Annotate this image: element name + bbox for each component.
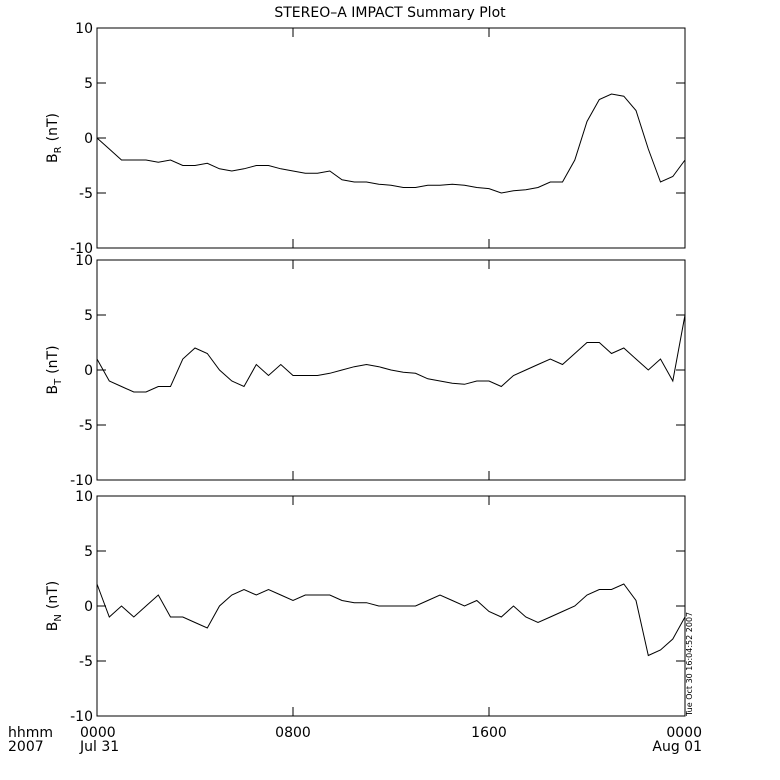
corner-label: hhmm <box>8 725 53 741</box>
y-label-subscript: N <box>53 614 64 621</box>
y-label-subscript: T <box>53 378 64 386</box>
x-tick-label: 0000 <box>80 725 116 741</box>
y-tick-label: 10 <box>75 253 93 269</box>
y-axis-label: BT (nT) <box>45 345 64 394</box>
data-line <box>96 583 686 657</box>
corner-label: 2007 <box>8 739 44 755</box>
x-tick-label: 0000 <box>666 725 702 741</box>
y-tick-label: 5 <box>84 308 93 324</box>
y-tick-label: 10 <box>75 489 93 505</box>
x-tick-label: 1600 <box>471 725 507 741</box>
data-line <box>96 314 686 393</box>
x-tick-label: 0800 <box>275 725 311 741</box>
y-tick-label: 10 <box>75 21 93 37</box>
y-tick-label: 0 <box>84 363 93 379</box>
data-line <box>96 93 686 194</box>
y-axis-label: BR (nT) <box>45 113 64 163</box>
y-label-symbol: B <box>45 622 61 632</box>
plot-title: STEREO–A IMPACT Summary Plot <box>274 5 506 21</box>
y-tick-label: 0 <box>84 131 93 147</box>
y-label-unit: (nT) <box>45 581 61 609</box>
y-label-subscript: R <box>53 146 64 153</box>
x-tick-date: Aug 01 <box>652 739 702 755</box>
y-tick-label: 5 <box>84 76 93 92</box>
timestamp: Tue Oct 30 16:04:52 2007 <box>685 612 694 717</box>
y-tick-label: -5 <box>79 418 93 434</box>
y-tick-label: -5 <box>79 186 93 202</box>
panel-frame <box>96 27 686 249</box>
y-label-unit: (nT) <box>45 345 61 373</box>
y-tick-label: 5 <box>84 544 93 560</box>
x-tick-date: Jul 31 <box>79 739 119 755</box>
y-label-unit: (nT) <box>45 113 61 141</box>
y-tick-label: -10 <box>70 709 93 725</box>
y-tick-label: -10 <box>70 241 93 257</box>
y-label-symbol: B <box>45 385 61 395</box>
y-label-symbol: B <box>45 153 61 163</box>
y-tick-label: -10 <box>70 473 93 489</box>
y-tick-label: -5 <box>79 654 93 670</box>
y-axis-label: BN (nT) <box>45 581 64 631</box>
y-tick-label: 0 <box>84 599 93 615</box>
